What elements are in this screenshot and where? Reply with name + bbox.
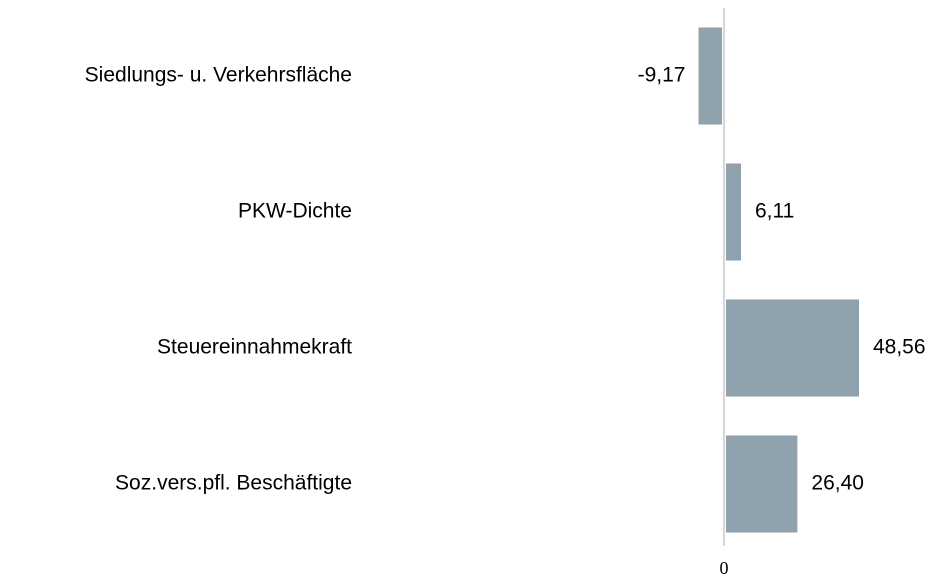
bar (726, 299, 859, 397)
category-label: PKW-Dichte (238, 200, 352, 223)
value-label: -9,17 (638, 64, 686, 87)
value-label: 48,56 (873, 336, 926, 359)
x-tick-label: 0 (720, 558, 729, 577)
value-label: 6,11 (755, 200, 794, 223)
bar (698, 27, 722, 125)
category-label: Steuereinnahmekraft (157, 336, 352, 359)
category-label: Soz.vers.pfl. Beschäftigte (115, 472, 352, 495)
bar (726, 435, 798, 533)
value-label: 26,40 (811, 472, 864, 495)
category-label: Siedlungs- u. Verkehrsfläche (85, 64, 352, 87)
bar (726, 163, 741, 261)
